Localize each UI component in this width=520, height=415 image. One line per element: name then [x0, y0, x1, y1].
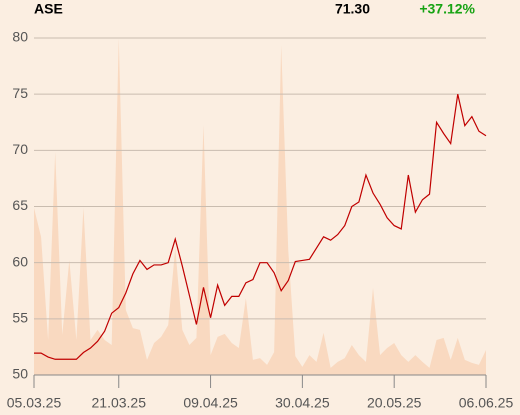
y-tick-label: 65 [12, 197, 28, 213]
x-tick-label: 09.04.25 [183, 395, 238, 411]
change: +37.12% [419, 1, 475, 17]
last-price: 71.30 [335, 1, 370, 17]
area [34, 38, 486, 375]
x-tick-label: 20.05.25 [367, 395, 422, 411]
y-tick-label: 70 [12, 141, 28, 157]
y-tick-label: 75 [12, 85, 28, 101]
y-tick-label: 60 [12, 253, 28, 269]
x-tick-label: 05.03.25 [7, 395, 62, 411]
x-tick-label: 06.06.25 [459, 395, 514, 411]
price-line [34, 94, 487, 360]
y-tick-label: 55 [12, 310, 28, 326]
y-tick-label: 80 [12, 29, 28, 45]
x-tick-label: 21.03.25 [92, 395, 147, 411]
chart-title: ASE [34, 1, 63, 17]
y-tick-label: 50 [12, 366, 28, 382]
x-tick-label: 30.04.25 [275, 395, 330, 411]
